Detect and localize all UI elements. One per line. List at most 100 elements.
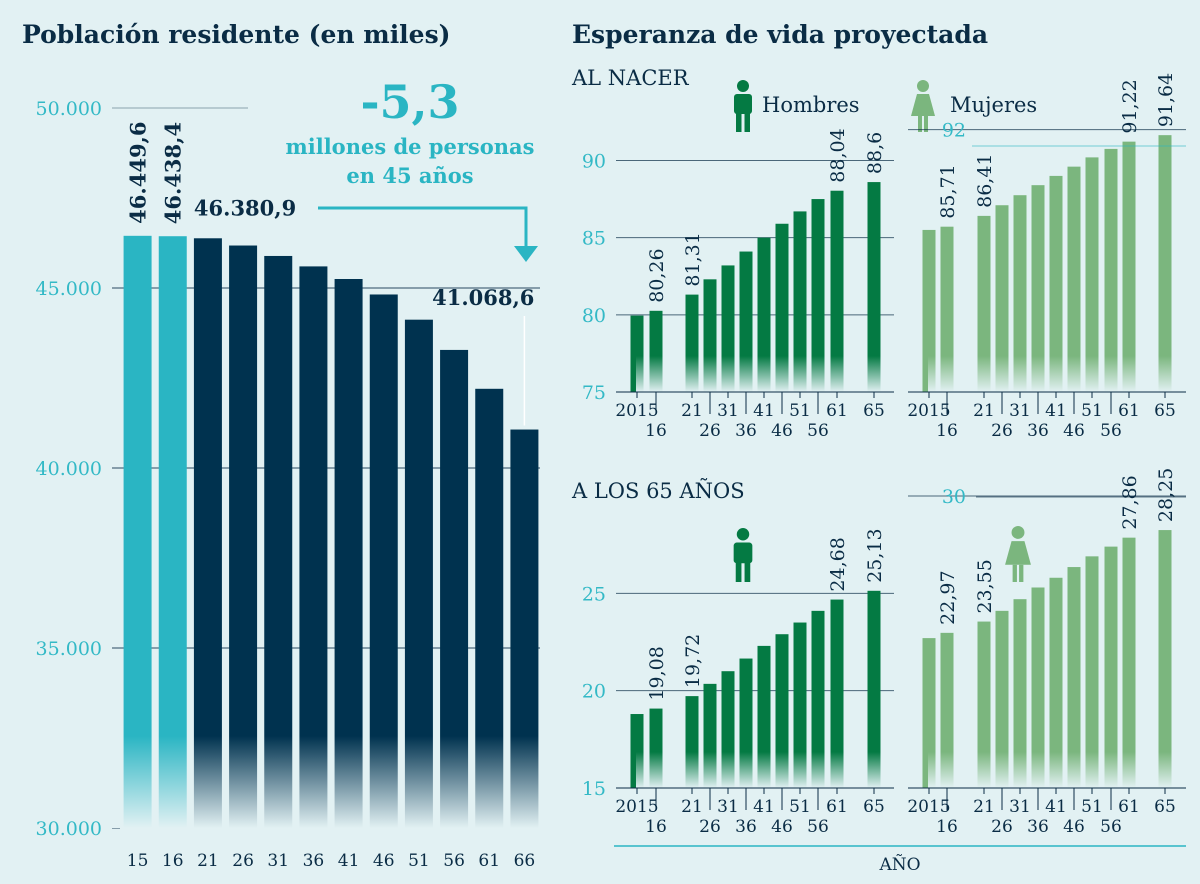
population-labels: 15 16 21 26 31 36 41 46 51 56 61 66 46.449,6 46.438,4… xyxy=(126,122,536,871)
population-ytick: 30.000 xyxy=(36,818,120,840)
panel-ytick-label: 80 xyxy=(582,305,606,327)
population-xtick-label: 21 xyxy=(197,851,219,871)
population-xtick-label: 41 xyxy=(338,851,360,871)
annotation-arrow-head xyxy=(514,246,538,262)
population-xtick-label: 26 xyxy=(232,851,254,871)
panel-data-label: 80,26 xyxy=(646,248,668,302)
panel-ytick-label: 92 xyxy=(942,120,966,142)
population-xtick-label: 15 xyxy=(127,851,149,871)
woman-icon xyxy=(1005,526,1031,582)
panel-ytick: 30 xyxy=(908,486,1186,508)
panel-xtick-label: 26 xyxy=(699,817,721,837)
panel-bar xyxy=(1085,157,1099,392)
panel-bar xyxy=(1067,166,1081,392)
population-bar xyxy=(264,255,293,828)
panel-bar xyxy=(995,610,1009,788)
panel-data-label: 27,86 xyxy=(1119,475,1141,529)
population-data-label: 41.068,6 xyxy=(432,285,534,310)
panel-xtick-label: 31 xyxy=(1009,401,1031,421)
population-title: Población residente (en miles) xyxy=(22,20,451,49)
panel-bar xyxy=(977,621,991,788)
population-ytick-label: 30.000 xyxy=(36,818,102,840)
panel-xtick-label: 61 xyxy=(1118,797,1140,817)
panel-ytick-label: 90 xyxy=(582,150,606,172)
man-icon-leg xyxy=(736,110,742,132)
population-bar xyxy=(123,235,152,829)
population-xtick-label: 16 xyxy=(162,851,184,871)
population-ytick-label: 45.000 xyxy=(36,278,102,300)
panel-bar xyxy=(1158,530,1172,788)
panel-bar xyxy=(1104,148,1118,392)
legend-men-label: Hombres xyxy=(762,93,860,117)
panel-data-label: 24,68 xyxy=(827,537,849,591)
panel-xtick-label: 26 xyxy=(699,421,721,441)
panel-ytick-label: 30 xyxy=(942,486,966,508)
population-xtick-label: 61 xyxy=(478,851,500,871)
panel-xtick-label: 21 xyxy=(973,401,995,421)
panel-bar xyxy=(1158,135,1172,392)
panel-bar xyxy=(793,211,807,392)
panel-xtick-label: 65 xyxy=(863,797,885,817)
panel-xtick-label: 16 xyxy=(936,817,958,837)
panel-xtick-label: 16 xyxy=(645,421,667,441)
panel-bar xyxy=(1122,141,1136,392)
panel-xtick-label: 26 xyxy=(991,421,1013,441)
panel-xtick-label: 46 xyxy=(771,817,793,837)
panel-bar-fade xyxy=(928,752,1186,788)
panel-bar xyxy=(1085,556,1099,788)
panel-xtick-label: 16 xyxy=(645,817,667,837)
panel-bar xyxy=(922,229,936,392)
woman-icon-leg xyxy=(918,116,922,132)
panel-xtick-label: 21 xyxy=(681,797,703,817)
panel-xtick-label: 41 xyxy=(753,797,775,817)
annotation-line-1: millones de personas xyxy=(286,134,535,159)
panel-xtick-label: 65 xyxy=(863,401,885,421)
population-bars xyxy=(123,235,539,829)
panel-bar xyxy=(775,634,789,788)
population-ytick: 50.000 xyxy=(36,98,248,120)
panel-ytick-label: 15 xyxy=(582,778,606,800)
panel-xtick-label: 41 xyxy=(753,401,775,421)
man-icon-head xyxy=(737,80,749,92)
panel-xtick-label: 46 xyxy=(771,421,793,441)
legend-men: Hombres xyxy=(734,80,860,132)
panel-data-label: 91,64 xyxy=(1155,73,1177,127)
population-bar xyxy=(229,245,258,828)
panel-data-label: 19,08 xyxy=(646,646,668,700)
x-axis-label: AÑO xyxy=(878,854,920,875)
man-icon xyxy=(733,528,753,582)
panel-xtick-label: 56 xyxy=(1100,817,1122,837)
panel-data-label: 23,55 xyxy=(974,559,996,613)
panel-xtick-label: 21 xyxy=(973,797,995,817)
panel-bar xyxy=(867,590,881,788)
woman-icon-leg xyxy=(1019,564,1024,582)
panel-xtick-label: 31 xyxy=(717,797,739,817)
population-ytick-label: 50.000 xyxy=(36,98,102,120)
panel-ytick-label: 85 xyxy=(582,228,606,250)
woman-icon-dress xyxy=(1005,541,1031,565)
panel-bar-fade xyxy=(636,356,894,392)
panel-bar xyxy=(830,190,844,392)
panel-bar-fade xyxy=(636,752,894,788)
woman-icon-leg xyxy=(924,116,928,132)
man-icon-leg xyxy=(744,559,751,582)
population-bar xyxy=(299,266,328,828)
panel-data-label: 85,71 xyxy=(937,164,959,218)
population-ytick-label: 35.000 xyxy=(36,638,102,660)
panel-bar xyxy=(1049,175,1063,392)
panel-data-label: 88,6 xyxy=(864,132,886,174)
panel-xtick-label: 2015 xyxy=(907,797,950,817)
panel-xtick-label: 46 xyxy=(1063,817,1085,837)
man-icon-body xyxy=(734,94,752,114)
panel-data-label: 25,13 xyxy=(864,528,886,582)
panel-ytick-label: 25 xyxy=(582,583,606,605)
panel-xtick-label: 2015 xyxy=(907,401,950,421)
panel-xtick-label: 36 xyxy=(735,817,757,837)
legend-women-label: Mujeres xyxy=(950,93,1037,117)
panel-xtick-label: 51 xyxy=(789,401,811,421)
panel-xtick-label: 41 xyxy=(1045,797,1067,817)
